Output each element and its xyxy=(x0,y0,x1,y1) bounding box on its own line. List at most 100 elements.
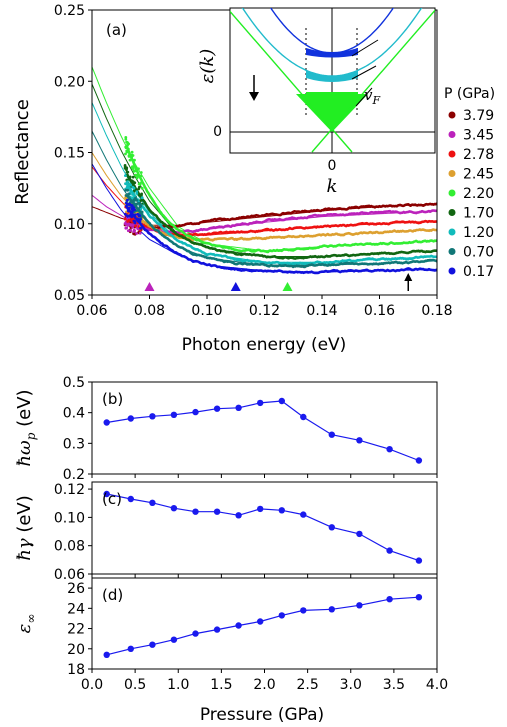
scattering-rate-point xyxy=(300,511,307,518)
data-point-2.20 xyxy=(130,150,134,154)
inset-curves xyxy=(230,8,435,153)
data-trace-1.20 xyxy=(125,183,437,266)
plasma-frequency-y-tick-label: 0.4 xyxy=(63,406,85,422)
legend-swatch-3.79 xyxy=(448,111,456,119)
legend-label-2.20: 2.20 xyxy=(463,186,494,202)
data-point-1.20 xyxy=(131,193,134,196)
epsilon-infinity-y-tick-label: 20 xyxy=(67,642,85,658)
pressure-x-tick-label: 2.0 xyxy=(253,677,275,693)
legend-label-1.70: 1.70 xyxy=(463,206,494,222)
epsilon-infinity-point xyxy=(278,612,285,619)
data-point-2.20 xyxy=(127,154,131,158)
pressure-x-tick-label: 3.0 xyxy=(340,677,362,693)
reflectance-markers xyxy=(144,273,413,291)
data-point-3.45 xyxy=(126,229,130,233)
data-point-0.70 xyxy=(133,199,137,202)
plasma-frequency-chart: 0.2 0.3 0.4 0.5 (b) ħωp (eV) xyxy=(14,375,438,483)
legend-swatch-2.20 xyxy=(448,189,456,197)
scattering-rate-point xyxy=(328,524,335,531)
plasma-frequency-point xyxy=(257,399,264,407)
data-point-1.70 xyxy=(137,187,141,191)
plasma-frequency-point xyxy=(192,408,199,416)
scattering-rate-y-symbol: ħγ xyxy=(14,538,35,561)
plasma-frequency-point xyxy=(127,415,134,422)
plasma-frequency-point xyxy=(300,413,307,421)
reflectance-x-tick-label: 0.16 xyxy=(364,303,395,319)
data-point-0.17 xyxy=(139,218,142,221)
inset-blue-parabola xyxy=(269,8,395,54)
data-point-1.20 xyxy=(135,192,139,195)
legend-label-0.17: 0.17 xyxy=(463,264,494,280)
scattering-rate-y-tick-label: 0.06 xyxy=(54,567,85,583)
reflectance-x-tick-label: 0.10 xyxy=(191,303,222,319)
data-point-2.20 xyxy=(133,158,136,162)
scattering-rate-y-tick-label: 0.12 xyxy=(54,482,85,498)
data-point-0.70 xyxy=(136,202,140,205)
data-point-3.45 xyxy=(129,229,133,232)
data-point-1.70 xyxy=(123,166,127,170)
plasma-frequency-point xyxy=(356,437,363,444)
epsilon-infinity-point xyxy=(415,594,423,601)
reflectance-y-tick-label: 0.15 xyxy=(54,146,85,162)
inset-x-axis-label: k xyxy=(327,176,338,197)
data-point-1.20 xyxy=(129,190,133,194)
epsilon-infinity-point xyxy=(192,630,199,637)
panel-label-d: (d) xyxy=(102,586,123,604)
data-point-0.17 xyxy=(133,221,137,225)
data-point-3.45 xyxy=(131,226,135,229)
legend-label-2.45: 2.45 xyxy=(463,167,494,183)
pressure-x-tick-label: 1.0 xyxy=(167,677,189,693)
epsilon-infinity-point xyxy=(257,618,264,625)
plasma-frequency-y-tick-label: 0.3 xyxy=(63,436,85,452)
plasma-frequency-y-tick-label: 0.5 xyxy=(63,375,85,391)
legend-swatch-2.45 xyxy=(448,170,456,177)
data-point-0.17 xyxy=(131,210,134,213)
data-point-0.70 xyxy=(124,194,128,197)
inset-cone-top xyxy=(306,92,358,96)
data-point-0.17 xyxy=(137,214,141,218)
fermi-velocity-label: vF xyxy=(364,86,380,107)
data-point-2.20 xyxy=(137,167,140,171)
pressure-x-tick-label: 2.5 xyxy=(296,677,318,693)
data-point-2.78 xyxy=(123,217,127,221)
data-point-2.20 xyxy=(140,180,144,183)
inset-dirac-line-right xyxy=(311,9,435,153)
legend-swatch-1.70 xyxy=(448,209,456,216)
data-point-1.20 xyxy=(128,188,132,192)
scattering-rate-point xyxy=(149,499,156,506)
data-point-3.45 xyxy=(129,223,133,226)
data-point-0.17 xyxy=(127,203,131,207)
data-point-3.45 xyxy=(138,231,142,235)
pressure-x-tick-label: 4.0 xyxy=(426,677,448,693)
reflectance-y-tick-label: 0.10 xyxy=(54,217,85,233)
inset-y-tick-0: 0 xyxy=(213,124,222,140)
legend-swatch-3.45 xyxy=(448,131,456,138)
legend-swatch-0.70 xyxy=(448,248,456,255)
reflectance-x-tick-label: 0.08 xyxy=(134,303,165,319)
data-trace-3.45 xyxy=(125,209,437,235)
reflectance-chart: 0.06 0.08 0.10 0.12 0.14 0.16 0.18 0.05 0.10 0.15… xyxy=(12,3,495,355)
epsilon-infinity-point xyxy=(328,606,335,613)
epsilon-infinity-y-axis-label: ε∞ xyxy=(14,614,38,634)
data-trace-2.45 xyxy=(125,203,437,242)
epsilon-infinity-chart: 0.0 0.5 1.0 1.5 2.0 2.5 3.0 3.5 4.0 18 20 22 24 26 (d)… xyxy=(14,577,448,693)
data-point-0.70 xyxy=(138,211,142,215)
data-point-3.45 xyxy=(135,232,139,235)
scattering-rate-point xyxy=(278,507,285,514)
legend-swatch-0.17 xyxy=(448,267,456,275)
epsilon-infinity-y-tick-label: 24 xyxy=(67,601,85,617)
data-point-1.70 xyxy=(132,189,136,193)
data-point-0.17 xyxy=(127,206,131,210)
data-point-1.20 xyxy=(126,181,129,185)
data-trace-1.70 xyxy=(125,173,437,260)
data-point-2.78 xyxy=(126,220,130,223)
scattering-rate-point xyxy=(213,508,221,515)
scattering-rate-point xyxy=(415,557,423,564)
plasma-frequency-point xyxy=(149,413,156,420)
data-point-1.70 xyxy=(130,179,134,183)
epsilon-infinity-point xyxy=(386,596,393,603)
legend-title: P (GPa) xyxy=(444,86,495,102)
inset-dirac-line-left xyxy=(230,10,353,153)
data-point-2.20 xyxy=(130,157,134,160)
